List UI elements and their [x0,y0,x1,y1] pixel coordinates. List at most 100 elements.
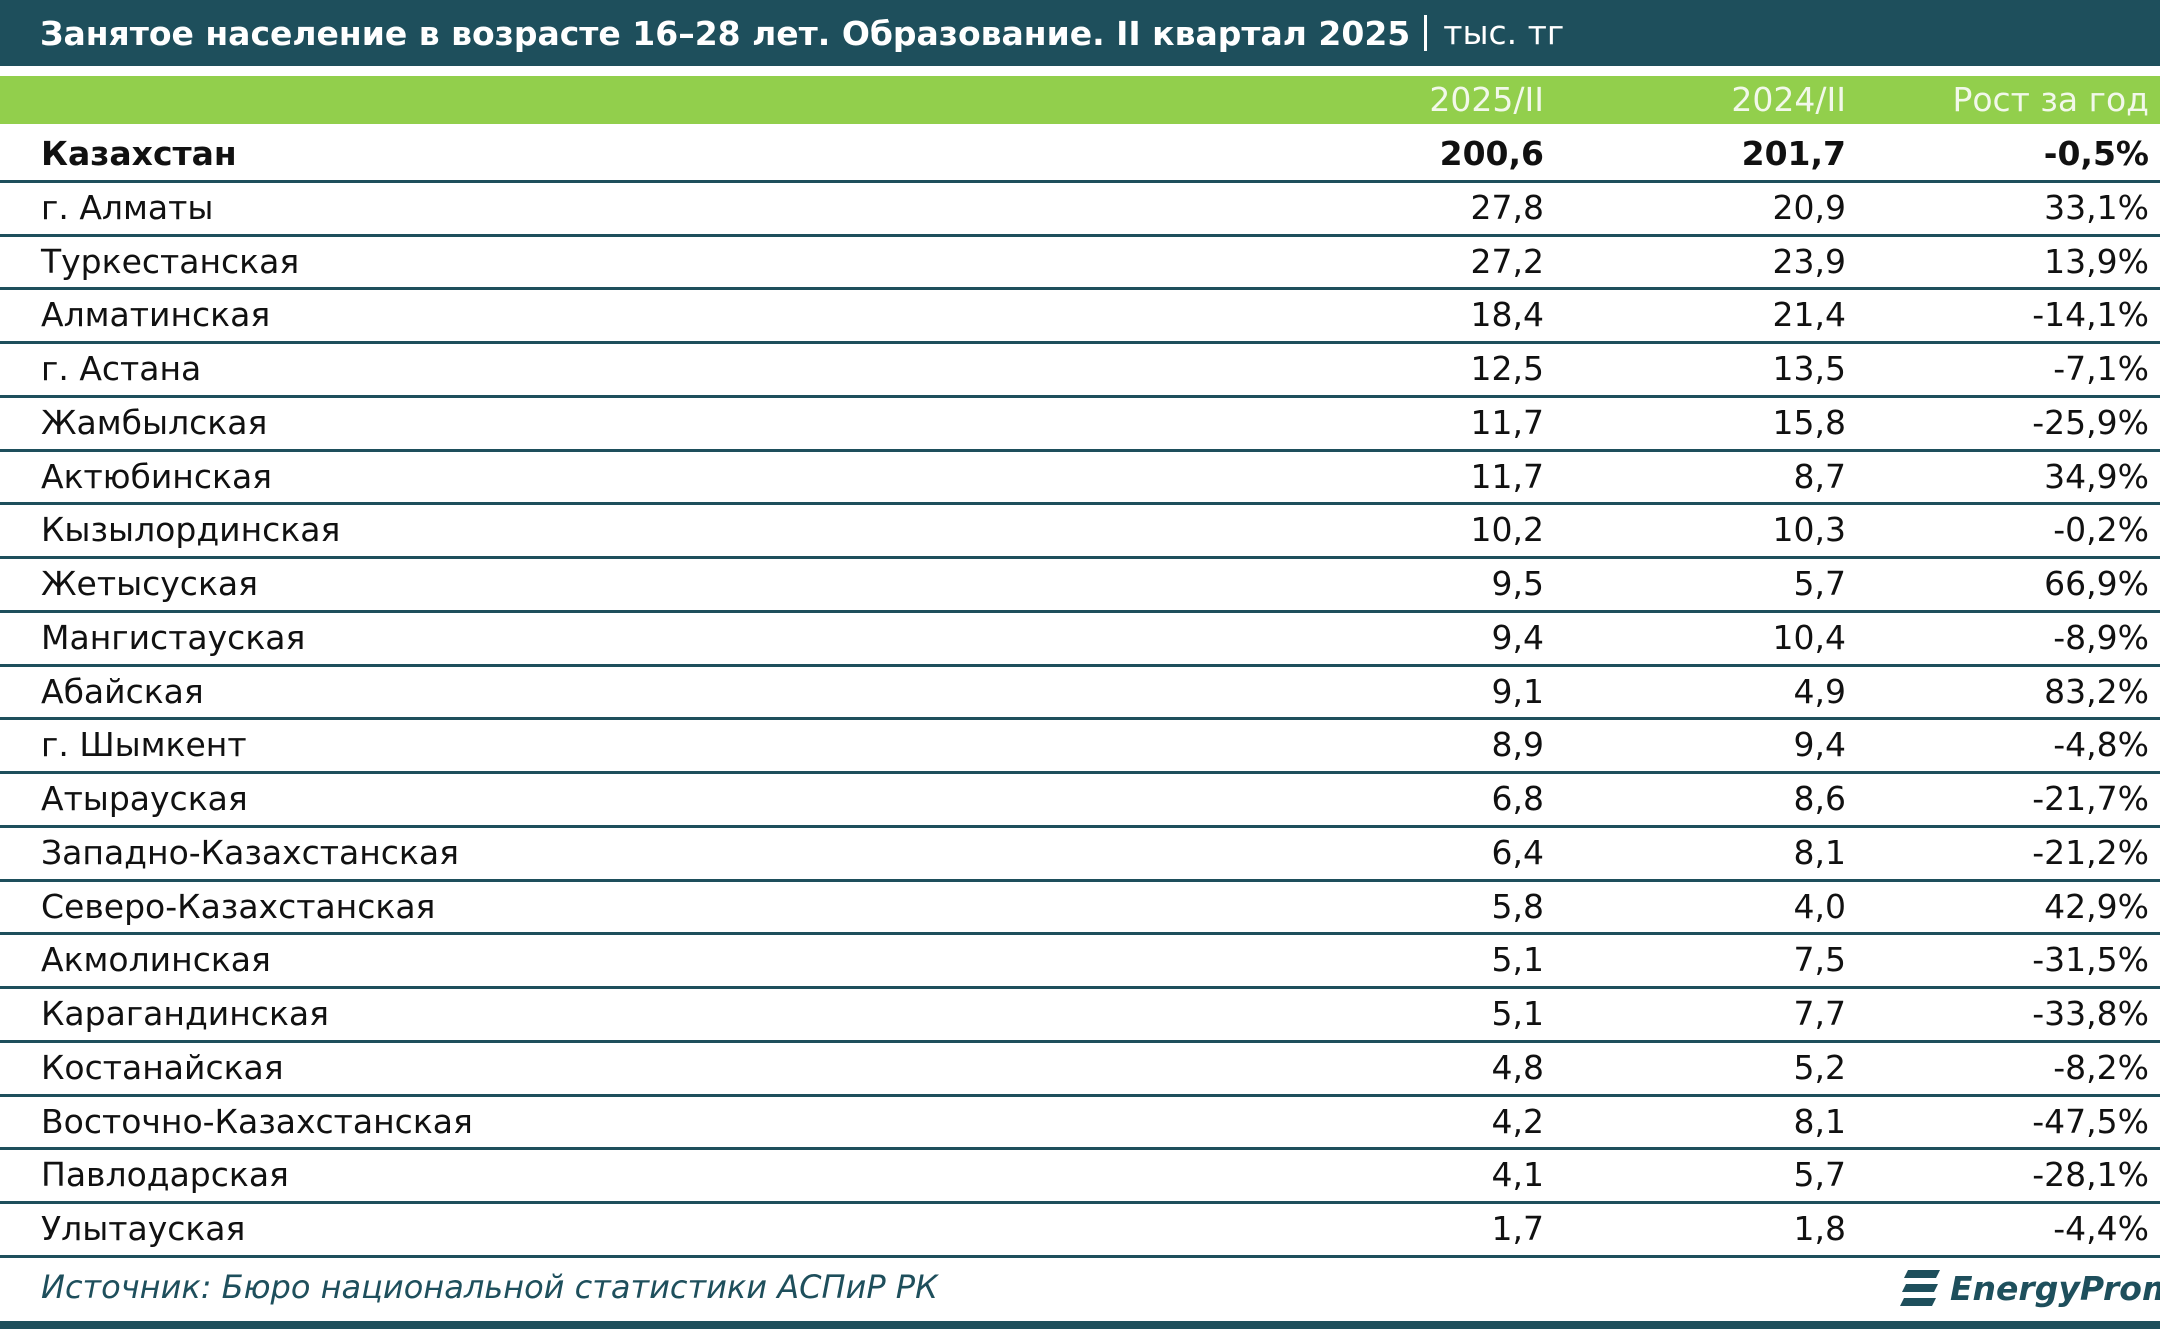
value-cell: 4,2 [1491,1101,1544,1141]
region-name: Северо-Казахстанская [41,886,436,926]
row-divider [0,1254,2160,1258]
value-cell: 42,9% [2044,886,2149,926]
value-cell: 5,7 [1793,1155,1846,1195]
region-name: г. Астана [41,349,202,388]
row-divider [0,824,2160,828]
value-cell: 21,4 [1772,295,1846,335]
column-header: 2025/II [1429,80,1544,119]
value-cell: 12,5 [1470,349,1544,388]
region-name: г. Алматы [41,187,214,227]
value-cell: 9,4 [1793,725,1846,765]
region-name: г. Шымкент [41,725,247,765]
value-cell: 27,8 [1470,187,1544,227]
value-cell: -25,9% [2032,402,2149,442]
value-cell: 13,9% [2044,241,2149,281]
value-cell: -21,7% [2032,779,2149,818]
row-divider [0,341,2160,344]
value-cell: 8,9 [1491,725,1544,765]
value-cell: 5,8 [1491,886,1544,926]
value-cell: 7,5 [1793,940,1846,980]
row-divider [0,394,2160,398]
header-row [0,76,2160,124]
row-divider [0,717,2160,721]
value-cell: 66,9% [2044,564,2149,603]
value-cell: 4,8 [1491,1047,1544,1087]
value-cell: 1,8 [1793,1209,1846,1248]
region-name: Абайская [41,671,204,711]
logo-icon [1900,1270,1940,1306]
region-name: Улытауская [41,1209,246,1248]
value-cell: 9,4 [1491,617,1544,657]
value-cell: 5,2 [1793,1047,1846,1087]
unit: тыс. тг [1424,15,1564,51]
value-cell: 13,5 [1772,349,1846,388]
row-divider [0,878,2160,882]
value-cell: 8,6 [1793,779,1846,818]
value-cell: 10,2 [1470,510,1544,550]
value-cell: 8,7 [1793,456,1846,496]
column-header: Рост за год [1952,80,2149,119]
row-divider [0,1147,2160,1151]
value-cell: 10,4 [1772,617,1846,657]
value-cell: 9,1 [1491,671,1544,711]
value-cell: 33,1% [2044,187,2149,227]
logo: EnergyProm [1900,1266,2160,1310]
value-cell: 4,1 [1491,1155,1544,1195]
region-name: Карагандинская [41,994,329,1033]
region-name: Жетысуская [41,564,258,603]
value-cell: -0,5% [2043,134,2149,173]
row-divider [0,556,2160,559]
logo-text: EnergyProm [1950,1268,2160,1308]
row-divider [0,233,2160,237]
value-cell: 27,2 [1470,241,1544,281]
value-cell: 6,4 [1491,832,1544,872]
value-cell: -4,8% [2053,725,2149,765]
region-name: Алматинская [41,295,271,335]
region-name: Туркестанская [41,241,300,281]
value-cell: 4,9 [1793,671,1846,711]
row-divider [0,932,2160,936]
value-cell: -47,5% [2032,1101,2149,1141]
region-name: Казахстан [41,134,237,173]
value-cell: 83,2% [2044,671,2149,711]
region-name: Кызылординская [41,510,341,550]
value-cell: -33,8% [2032,994,2149,1033]
region-name: Атырауская [41,779,248,818]
value-cell: 7,7 [1793,994,1846,1033]
value-cell: -8,2% [2053,1047,2149,1087]
row-divider [0,287,2160,291]
value-cell: 6,8 [1491,779,1544,818]
value-cell: 11,7 [1470,402,1544,442]
value-cell: -4,4% [2053,1209,2149,1248]
row-divider [0,986,2160,989]
row-divider [0,663,2160,667]
region-name: Павлодарская [41,1155,289,1195]
value-cell: 5,1 [1491,994,1544,1033]
value-cell: -21,2% [2032,832,2149,872]
row-divider [0,502,2160,506]
row-divider [0,609,2160,613]
value-cell: 20,9 [1772,187,1846,227]
value-cell: 34,9% [2044,456,2149,496]
value-cell: 5,1 [1491,940,1544,980]
region-name: Восточно-Казахстанская [41,1101,473,1141]
value-cell: -0,2% [2053,510,2149,550]
row-divider [0,179,2160,183]
title: Занятое население в возрасте 16–28 лет. … [40,13,1411,53]
value-cell: 200,6 [1439,134,1544,173]
row-divider [0,1039,2160,1043]
value-cell: -31,5% [2032,940,2149,980]
source: Источник: Бюро национальной статистики А… [41,1268,938,1306]
value-cell: -28,1% [2032,1155,2149,1195]
value-cell: 5,7 [1793,564,1846,603]
region-name: Жамбылская [41,402,268,442]
region-name: Актюбинская [41,456,273,496]
value-cell: 8,1 [1793,1101,1846,1141]
region-name: Костанайская [41,1047,284,1087]
value-cell: 4,0 [1793,886,1846,926]
value-cell: 201,7 [1741,134,1846,173]
row-divider [0,1201,2160,1204]
row-divider [0,448,2160,452]
value-cell: -14,1% [2032,295,2149,335]
